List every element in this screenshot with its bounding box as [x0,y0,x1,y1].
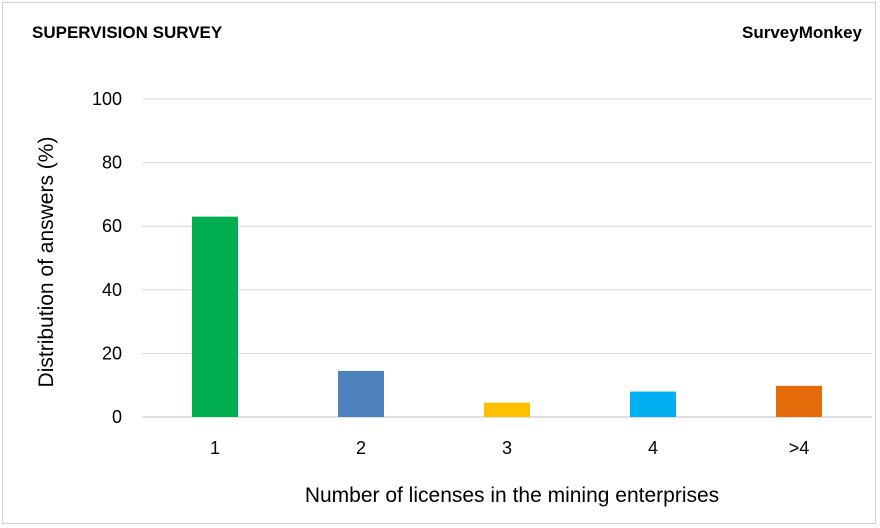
y-tick-labels: 0 20 40 60 80 100 [92,89,122,427]
survey-title: SUPERVISION SURVEY [32,23,223,42]
y-tick-label: 60 [102,216,122,236]
y-tick-label: 20 [102,343,122,363]
y-tick-label: 40 [102,280,122,300]
x-tick-label: 1 [210,438,220,458]
bar [776,385,822,417]
bar [338,370,384,417]
y-tick-label: 100 [92,89,122,109]
x-tick-label: 2 [356,438,366,458]
bars [192,216,822,417]
source-label: SurveyMonkey [742,23,863,42]
bar [192,216,238,417]
y-tick-label: 0 [112,407,122,427]
bar [630,391,676,417]
x-tick-label: >4 [789,438,810,458]
x-tick-label: 3 [502,438,512,458]
y-axis-title: Distribution of answers (%) [35,137,58,388]
bar [484,402,530,417]
grid-lines [142,98,872,418]
x-axis-title: Number of licenses in the mining enterpr… [305,484,719,507]
x-tick-labels: 1 2 3 4 >4 [210,438,809,458]
x-tick-label: 4 [648,438,658,458]
y-tick-label: 80 [102,153,122,173]
